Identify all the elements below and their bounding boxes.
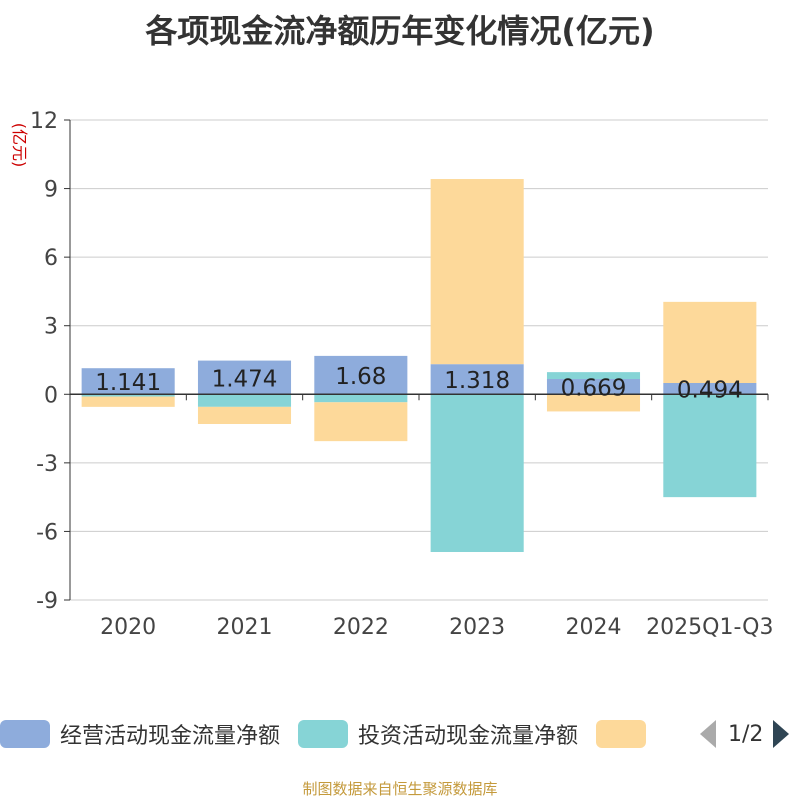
legend-label-operating: 经营活动现金流量净额	[60, 724, 281, 749]
bar-segment-0[interactable]	[314, 355, 408, 395]
legend-label-investing: 投资活动现金流量净额	[358, 724, 579, 749]
legend-swatch-financing	[596, 720, 647, 748]
y-tick-label: -3	[36, 452, 58, 477]
bar-segment-0[interactable]	[663, 382, 757, 395]
x-tick-label: 2023	[449, 615, 505, 640]
legend-prev-icon[interactable]	[700, 720, 716, 748]
legend: 经营活动现金流量净额 投资活动现金流量净额	[0, 716, 674, 752]
y-tick-label: 3	[44, 315, 58, 340]
legend-page-indicator: 1/2	[728, 721, 764, 747]
data-label: 0.494	[677, 378, 743, 404]
bar-segment-0[interactable]	[546, 378, 641, 395]
data-label: 1.68	[335, 364, 386, 390]
bar-segment-2[interactable]	[430, 179, 524, 365]
data-label: 1.141	[95, 370, 161, 396]
bar-segment-1[interactable]	[197, 394, 292, 407]
y-tick-label: -9	[36, 589, 58, 614]
data-source-note: 制图数据来自恒生聚源数据库	[302, 780, 498, 798]
legend-item-investing[interactable]: 投资活动现金流量净额	[298, 718, 578, 750]
data-label: 1.474	[212, 366, 278, 392]
bar-segment-0[interactable]	[81, 368, 175, 395]
bar-segment-0[interactable]	[430, 364, 524, 395]
y-tick-label: -6	[36, 520, 58, 545]
x-tick-label: 2020	[100, 615, 156, 640]
bar-segment-1[interactable]	[430, 394, 524, 552]
x-tick-label: 2025Q1-Q3	[646, 615, 773, 640]
bar-segment-1[interactable]	[81, 394, 175, 397]
grid-lines	[70, 119, 768, 601]
y-tick-label: 6	[44, 246, 58, 271]
bar-segment-2[interactable]	[197, 406, 292, 424]
x-tick-label: 2022	[333, 615, 389, 640]
bar-segment-0[interactable]	[197, 360, 292, 395]
bar-segment-2[interactable]	[81, 396, 175, 407]
legend-item-operating[interactable]: 经营活动现金流量净额	[0, 718, 280, 750]
x-tick-label: 2024	[566, 615, 622, 640]
legend-swatch-investing	[298, 720, 349, 748]
legend-pager: 1/2	[700, 716, 790, 752]
y-tick-label: 0	[44, 383, 58, 408]
y-tick-label: 9	[44, 178, 58, 203]
axes: 12 9 6 3 0 -3 -6 -9 2020 2021 2022 2023 2024 2025Q1-Q…	[30, 109, 774, 640]
bar-segment-1[interactable]	[314, 394, 408, 403]
data-label: 0.669	[561, 376, 627, 402]
legend-item-financing[interactable]	[596, 720, 656, 748]
bar-segment-1[interactable]	[546, 372, 641, 379]
bars	[81, 179, 757, 552]
y-tick-label: 12	[30, 109, 58, 134]
bar-segment-2[interactable]	[663, 301, 757, 383]
bar-segment-2[interactable]	[546, 394, 641, 412]
legend-next-icon[interactable]	[773, 720, 790, 748]
chart-plot: 12 9 6 3 0 -3 -6 -9 2020 2021 2022 2023 2024 2025Q1-Q…	[10, 109, 774, 640]
data-labels: 1.141 1.474 1.68 1.318 0.669 0.494	[95, 364, 743, 404]
legend-swatch-operating	[0, 720, 50, 748]
y-axis-unit-label: (亿元)	[10, 123, 29, 168]
chart-title: 各项现金流净额历年变化情况(亿元)	[145, 12, 655, 50]
bar-segment-2[interactable]	[314, 402, 408, 442]
x-tick-label: 2021	[217, 615, 273, 640]
data-label: 1.318	[444, 368, 510, 394]
bar-segment-1[interactable]	[663, 394, 757, 498]
